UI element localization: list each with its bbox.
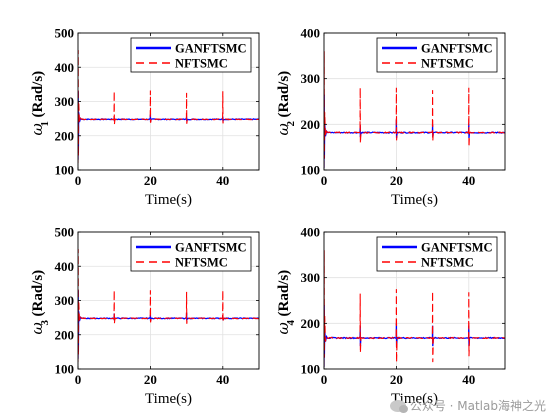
series-line-nftsmc	[324, 250, 505, 367]
legend-label-ganftsmc: GANFTSMC	[421, 42, 493, 56]
y-tick-label: 200	[301, 117, 321, 132]
legend-label-nftsmc: NFTSMC	[175, 256, 228, 270]
y-tick-label: 400	[55, 60, 75, 75]
y-axis-label-subscript: 1	[39, 121, 51, 127]
x-tick-label: 40	[462, 372, 475, 387]
x-tick-label: 20	[144, 173, 157, 188]
y-axis-label: ω1 (Rad/s)	[28, 71, 51, 136]
y-tick-label: 400	[301, 26, 321, 41]
legend-box	[376, 236, 498, 272]
x-tick-label: 20	[144, 372, 157, 387]
x-tick-label: 40	[462, 173, 475, 188]
series-line-nftsmc	[78, 249, 259, 363]
legend-label-nftsmc: NFTSMC	[421, 256, 474, 270]
series-group	[78, 50, 259, 164]
subplot-2: 0 20 40 100 200 300 400 Time(s) ω2 (Rad/s) GANFTSM…	[274, 26, 506, 208]
y-axis-label-unit: (Rad/s)	[276, 71, 292, 118]
y-tick-label: 200	[55, 327, 75, 342]
x-tick-label: 0	[321, 173, 328, 188]
y-axis-label-unit: (Rad/s)	[276, 270, 292, 317]
subplot-4: 0 20 40100200300400Time(s)ω4(Rad/s)GANFTSM…	[274, 225, 506, 407]
y-axis-label-symbol: ω	[274, 322, 292, 334]
y-axis-label-symbol: ω	[274, 123, 292, 135]
x-tick-label: 40	[216, 372, 229, 387]
axes-frame	[323, 231, 506, 370]
y-tick-label: 300	[55, 94, 75, 109]
x-tick-label: 0	[321, 372, 328, 387]
x-tick-label: 20	[390, 173, 403, 188]
y-axis-label-subscript: 2	[285, 121, 297, 127]
legend-label-nftsmc: NFTSMC	[421, 57, 474, 71]
series-group	[324, 51, 505, 168]
legend-label-ganftsmc: GANFTSMC	[175, 241, 247, 255]
y-axis-label-unit: (Rad/s)	[30, 270, 46, 317]
x-tick-label: 0	[75, 372, 82, 387]
y-axis-label-subscript: 4	[285, 320, 297, 326]
x-tick-label: 20	[390, 372, 403, 387]
series-group	[78, 249, 259, 363]
legend-box	[130, 37, 252, 73]
watermark: 公众号 · Matlab海神之光	[389, 397, 546, 414]
x-axis-label: Time(s)	[391, 192, 438, 208]
y-axis-label: ω4 (Rad/s)	[274, 270, 297, 335]
series-line-nftsmc	[324, 51, 505, 168]
y-axis-label-symbol: ω	[28, 322, 46, 334]
y-tick-label: 100	[55, 163, 75, 178]
legend-box	[130, 236, 252, 272]
x-axis-label: Time(s)	[145, 391, 192, 407]
y-tick-label: 100	[55, 362, 75, 377]
y-tick-label: 400	[55, 259, 75, 274]
y-tick-label: 500	[55, 225, 75, 240]
series-group	[324, 250, 505, 367]
legend-label-ganftsmc: GANFTSMC	[175, 42, 247, 56]
y-tick-label: 100	[301, 163, 321, 178]
x-tick-label: 40	[216, 173, 229, 188]
y-tick-label: 300	[55, 293, 75, 308]
watermark-text: 公众号 · Matlab海神之光	[409, 399, 546, 413]
y-axis-label-unit: (Rad/s)	[30, 71, 46, 118]
y-tick-label: 500	[55, 26, 75, 41]
legend-box	[376, 37, 498, 73]
x-axis-label: Time(s)	[145, 192, 192, 208]
legend-label-ganftsmc: GANFTSMC	[421, 241, 493, 255]
y-tick-label: 400	[301, 225, 321, 240]
y-axis-label: ω2 (Rad/s)	[274, 71, 297, 136]
y-axis-label: ω3 (Rad/s)	[28, 270, 51, 335]
series-line-nftsmc	[78, 50, 259, 164]
legend-label-nftsmc: NFTSMC	[175, 57, 228, 71]
y-tick-label: 200	[301, 316, 321, 331]
x-tick-label: 0	[75, 173, 82, 188]
y-tick-label: 300	[301, 270, 321, 285]
wechat-icon	[389, 399, 408, 413]
axes-frame	[323, 32, 506, 171]
subplot-1: 0 20 40 100 200 300 400 500 Time(s) ω1 (Rad/s) GANF…	[28, 26, 260, 208]
y-tick-label: 200	[55, 128, 75, 143]
subplot-3: 0 20 40 100 200 300 400 500 Time(s) ω3 (Rad/s) GANF…	[28, 225, 260, 407]
y-axis-label-symbol: ω	[28, 123, 46, 135]
y-tick-label: 300	[301, 71, 321, 86]
y-tick-label: 100	[301, 362, 321, 377]
y-axis-label-subscript: 3	[39, 320, 51, 326]
